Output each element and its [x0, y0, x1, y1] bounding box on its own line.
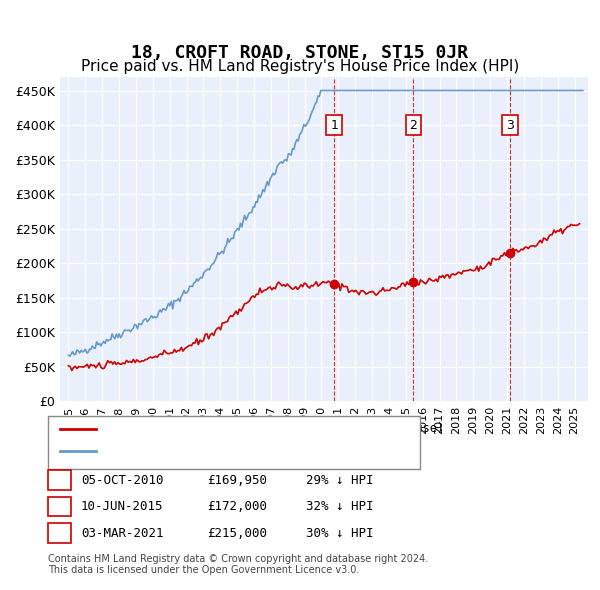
Text: Price paid vs. HM Land Registry's House Price Index (HPI): Price paid vs. HM Land Registry's House …	[81, 59, 519, 74]
Text: 3: 3	[506, 119, 514, 132]
Text: £169,950: £169,950	[207, 474, 267, 487]
Text: 18, CROFT ROAD, STONE, ST15 0JR: 18, CROFT ROAD, STONE, ST15 0JR	[131, 44, 469, 62]
Text: 1: 1	[330, 119, 338, 132]
Text: Contains HM Land Registry data © Crown copyright and database right 2024.
This d: Contains HM Land Registry data © Crown c…	[48, 553, 428, 575]
Text: 32% ↓ HPI: 32% ↓ HPI	[306, 500, 373, 513]
Text: £215,000: £215,000	[207, 527, 267, 540]
Text: 18, CROFT ROAD, STONE, ST15 0JR (detached house): 18, CROFT ROAD, STONE, ST15 0JR (detache…	[102, 422, 444, 435]
Text: 1: 1	[56, 474, 63, 487]
Text: 05-OCT-2010: 05-OCT-2010	[81, 474, 163, 487]
Text: 2: 2	[409, 119, 417, 132]
Text: 3: 3	[56, 527, 63, 540]
Text: 2: 2	[56, 500, 63, 513]
Text: 10-JUN-2015: 10-JUN-2015	[81, 500, 163, 513]
Text: 30% ↓ HPI: 30% ↓ HPI	[306, 527, 373, 540]
Text: £172,000: £172,000	[207, 500, 267, 513]
Text: 03-MAR-2021: 03-MAR-2021	[81, 527, 163, 540]
Text: HPI: Average price, detached house, Stafford: HPI: Average price, detached house, Staf…	[102, 445, 415, 458]
Text: 29% ↓ HPI: 29% ↓ HPI	[306, 474, 373, 487]
